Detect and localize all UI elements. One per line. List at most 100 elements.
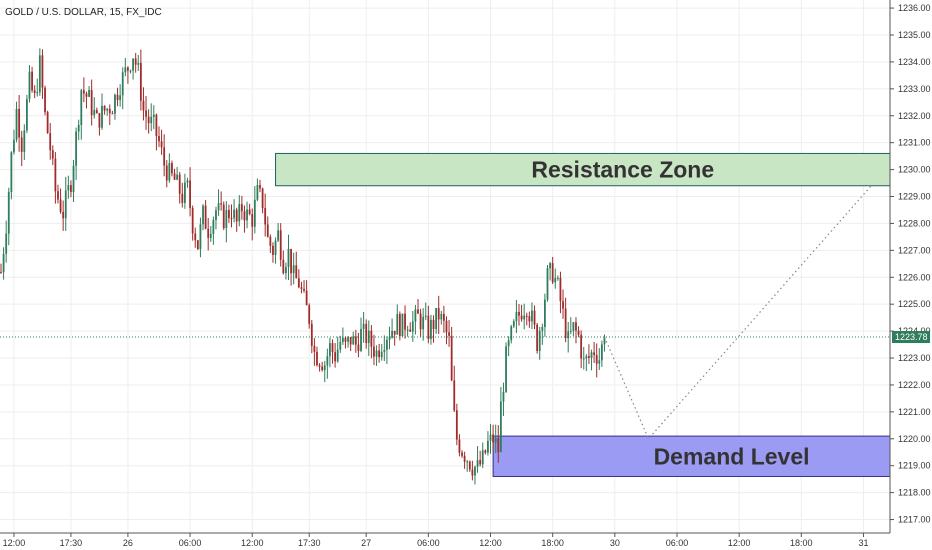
candle xyxy=(471,460,474,481)
candle xyxy=(593,341,596,363)
candle-body xyxy=(388,337,391,340)
candle xyxy=(75,127,78,180)
candle-body xyxy=(49,133,52,151)
candle-body xyxy=(430,319,432,339)
y-tick-label: 1218.00 xyxy=(898,488,931,498)
candle-body xyxy=(0,271,2,273)
candle xyxy=(204,199,207,230)
candle xyxy=(344,336,347,349)
resistance-zone xyxy=(275,152,891,187)
candle-body xyxy=(173,173,176,180)
candle xyxy=(580,330,583,369)
candle xyxy=(489,423,492,454)
candle xyxy=(15,101,18,143)
candle-body xyxy=(541,326,544,331)
candle xyxy=(33,85,36,99)
candle xyxy=(453,365,456,412)
candle-body xyxy=(253,199,256,227)
candle xyxy=(222,201,225,231)
candle xyxy=(207,218,210,251)
candle-body xyxy=(331,343,334,353)
candle-body xyxy=(207,228,210,238)
candle-body xyxy=(209,233,212,238)
candle-body xyxy=(458,439,461,453)
candle-body xyxy=(463,455,466,462)
candle xyxy=(316,346,318,367)
candle xyxy=(305,280,308,306)
last-price-tag xyxy=(892,331,930,344)
candle xyxy=(424,302,427,321)
candle xyxy=(512,319,515,329)
candle xyxy=(80,88,83,140)
candle xyxy=(582,346,585,370)
candle-body xyxy=(401,313,404,337)
candle-body xyxy=(103,105,106,111)
candle xyxy=(588,344,590,365)
candle xyxy=(329,337,331,368)
candle-body xyxy=(152,114,155,117)
y-tick-label: 1226.00 xyxy=(898,272,931,282)
candle-body xyxy=(562,301,564,309)
candle xyxy=(518,304,520,326)
candle xyxy=(31,66,33,93)
candle-body xyxy=(204,205,207,229)
candle-body xyxy=(256,185,259,200)
candle-body xyxy=(461,452,463,456)
candle-body xyxy=(318,365,321,367)
candle xyxy=(165,160,168,188)
candle-body xyxy=(235,209,238,222)
candle-body xyxy=(303,288,305,291)
candle xyxy=(430,314,432,345)
candle xyxy=(414,304,417,335)
candle-body xyxy=(326,356,329,366)
candle xyxy=(523,303,526,330)
candle-body xyxy=(2,253,5,273)
candle-body xyxy=(111,113,114,115)
candle-body xyxy=(191,207,194,234)
candle xyxy=(145,96,147,130)
candle-body xyxy=(202,205,204,225)
candle-body xyxy=(290,248,292,274)
candle-body xyxy=(435,308,438,330)
candle-body xyxy=(479,460,482,465)
candle xyxy=(253,186,256,234)
candle xyxy=(386,336,388,364)
candle xyxy=(158,126,160,148)
candle-body xyxy=(582,358,585,360)
candle-body xyxy=(124,67,127,73)
y-tick-label: 1219.00 xyxy=(898,461,931,471)
candle xyxy=(564,297,567,343)
candle-body xyxy=(313,345,316,352)
candle-body xyxy=(215,210,217,221)
candle-body xyxy=(155,114,158,137)
candle-body xyxy=(354,336,357,345)
candle-body xyxy=(414,309,417,322)
candle xyxy=(26,94,28,133)
candle-body xyxy=(225,209,228,229)
candle xyxy=(600,340,603,367)
candle-body xyxy=(505,346,507,393)
candle-body xyxy=(82,90,85,94)
candle-body xyxy=(85,93,88,97)
candle-body xyxy=(137,62,140,65)
x-tick-label: 12:00 xyxy=(3,538,26,548)
candle-body xyxy=(352,336,355,345)
candle xyxy=(121,67,124,110)
candle-body xyxy=(98,113,101,128)
candle-body xyxy=(383,349,386,352)
candle xyxy=(114,93,116,120)
candle-body xyxy=(321,366,324,371)
candle xyxy=(103,105,106,115)
chart-title: GOLD / U.S. DOLLAR, 15, FX_IDC xyxy=(5,7,162,18)
candle xyxy=(419,308,422,337)
candle-body xyxy=(28,71,31,100)
candle-body xyxy=(544,299,546,327)
candle xyxy=(82,77,85,103)
candle xyxy=(132,58,134,80)
candle xyxy=(487,431,489,456)
candle xyxy=(567,322,570,353)
candle-body xyxy=(375,350,378,357)
candle-body xyxy=(217,203,220,211)
candle xyxy=(230,204,233,228)
